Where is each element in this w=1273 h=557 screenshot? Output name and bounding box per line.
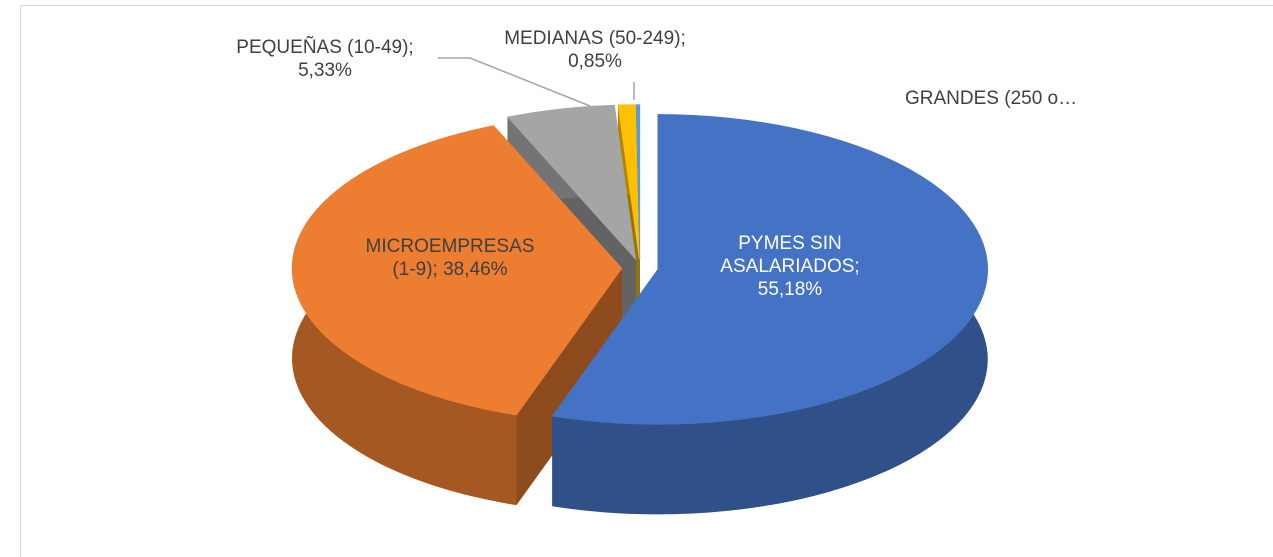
label-value: 0,85% (568, 51, 622, 72)
label-value: 38,46% (443, 259, 508, 280)
label-value: 5,33% (298, 60, 352, 81)
leader-line (438, 57, 591, 107)
pie-slice (635, 104, 641, 260)
data-label: MICROEMPRESAS (1-9); 38,46% (365, 235, 535, 281)
data-label: PYMES SIN ASALARIADOS; 55,18% (690, 232, 890, 301)
pie-slice (506, 104, 637, 261)
label-category: PYMES SIN ASALARIADOS; (720, 233, 860, 277)
data-label: GRANDES (250 o… (905, 87, 1145, 110)
label-category: MICROEMPRESAS (1-9); (365, 236, 535, 280)
pie-slice (291, 125, 623, 416)
chart-frame (20, 5, 1273, 557)
label-value: 55,18% (757, 279, 823, 300)
slice-tops (291, 104, 988, 425)
pie-slice (551, 114, 988, 425)
data-label: PEQUEÑAS (10-49); 5,33% (195, 36, 455, 82)
pie-slice (617, 104, 640, 260)
label-category: GRANDES (250 o… (905, 88, 1078, 109)
label-category: PEQUEÑAS (10-49); (236, 37, 414, 58)
label-category: MEDIANAS (50-249); (504, 28, 686, 49)
data-label: MEDIANAS (50-249); 0,85% (475, 27, 715, 73)
